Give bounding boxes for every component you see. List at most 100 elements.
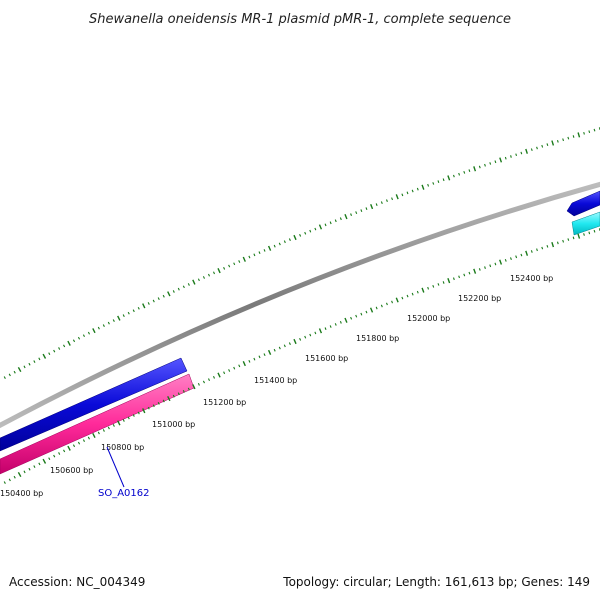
minor-tick (360, 312, 363, 316)
minor-tick (152, 404, 155, 408)
minor-tick (536, 146, 538, 150)
minor-tick (263, 353, 266, 357)
minor-tick (380, 201, 383, 205)
minor-tick (38, 357, 41, 361)
minor-tick (562, 239, 565, 243)
gene-feature-forward-right[interactable] (566, 190, 600, 217)
minor-tick (102, 429, 105, 432)
minor-tick (77, 336, 81, 340)
minor-tick (324, 223, 327, 227)
minor-tick (478, 165, 481, 169)
minor-tick (197, 278, 200, 282)
minor-tick (258, 355, 261, 359)
minor-tick (122, 314, 125, 318)
minor-tick (458, 275, 461, 279)
gene-label-so-a0162[interactable]: SO_A0162 (98, 488, 150, 499)
minor-tick (355, 211, 358, 215)
minor-tick (299, 233, 302, 237)
minor-tick (468, 169, 471, 172)
minor-tick (127, 311, 130, 315)
major-tick (267, 245, 272, 251)
major-tick (92, 328, 96, 334)
major-tick (142, 303, 146, 309)
major-tick (318, 328, 323, 334)
gene-feature-forward[interactable] (0, 357, 188, 452)
minor-tick (489, 162, 492, 165)
minor-tick (468, 271, 471, 275)
minor-tick (48, 352, 51, 356)
minor-tick (177, 392, 180, 396)
minor-tick (8, 373, 11, 377)
major-tick (551, 140, 555, 146)
minor-tick (3, 376, 6, 379)
major-tick (293, 338, 297, 345)
major-tick (42, 353, 47, 359)
minor-tick (541, 246, 544, 250)
minor-tick (248, 255, 251, 259)
major-tick (117, 315, 121, 321)
minor-tick (546, 143, 549, 146)
minor-tick (228, 264, 231, 268)
major-tick (167, 395, 171, 402)
minor-tick (478, 268, 481, 271)
major-tick (395, 297, 399, 303)
minor-tick (3, 481, 6, 484)
gene-feature-cyan-right[interactable] (571, 211, 600, 236)
minor-tick (182, 285, 185, 289)
minor-tick (530, 148, 533, 151)
minor-tick (401, 193, 404, 197)
major-tick (92, 432, 96, 439)
major-tick (242, 361, 246, 367)
minor-tick (334, 219, 337, 223)
minor-tick (350, 316, 353, 320)
minor-tick (593, 128, 596, 132)
minor-tick (288, 238, 291, 242)
minor-tick (283, 344, 286, 348)
minor-tick (510, 155, 512, 158)
minor-tick (207, 378, 211, 382)
minor-tick (546, 245, 549, 248)
minor-tick (520, 151, 523, 155)
major-tick (42, 458, 47, 464)
minor-tick (147, 406, 150, 410)
minor-tick (593, 229, 596, 233)
minor-tick (463, 273, 466, 277)
minor-tick (355, 314, 358, 318)
major-tick (421, 184, 425, 190)
minor-tick (53, 454, 56, 458)
minor-tick (8, 478, 11, 482)
major-tick (192, 279, 196, 285)
major-tick (577, 233, 581, 239)
minor-tick (452, 174, 455, 178)
minor-tick (172, 290, 175, 293)
minor-tick (437, 283, 440, 286)
minor-tick (515, 255, 518, 259)
minor-tick (288, 342, 291, 346)
minor-tick (334, 323, 337, 326)
minor-tick (391, 300, 394, 304)
minor-tick (442, 281, 445, 284)
gene-label-leader (106, 446, 125, 488)
minor-tick (157, 401, 160, 405)
minor-tick (360, 209, 363, 212)
minor-tick (137, 306, 140, 310)
minor-tick (72, 444, 76, 448)
minor-tick (238, 260, 241, 263)
minor-tick (72, 339, 76, 343)
minor-tick (107, 426, 110, 430)
major-tick (577, 132, 581, 138)
bp-label: 152200 bp (458, 294, 501, 303)
minor-tick (107, 321, 110, 325)
minor-tick (278, 242, 281, 246)
minor-tick (253, 253, 256, 257)
minor-tick (329, 325, 332, 328)
minor-tick (87, 436, 90, 440)
minor-tick (152, 299, 155, 303)
minor-tick (132, 414, 135, 417)
major-tick (370, 204, 374, 210)
minor-tick (112, 424, 115, 427)
map-title: Shewanella oneidensis MR-1 plasmid pMR-1… (89, 12, 511, 27)
minor-tick (233, 366, 236, 370)
minor-tick (197, 382, 200, 386)
minor-tick (299, 337, 302, 341)
